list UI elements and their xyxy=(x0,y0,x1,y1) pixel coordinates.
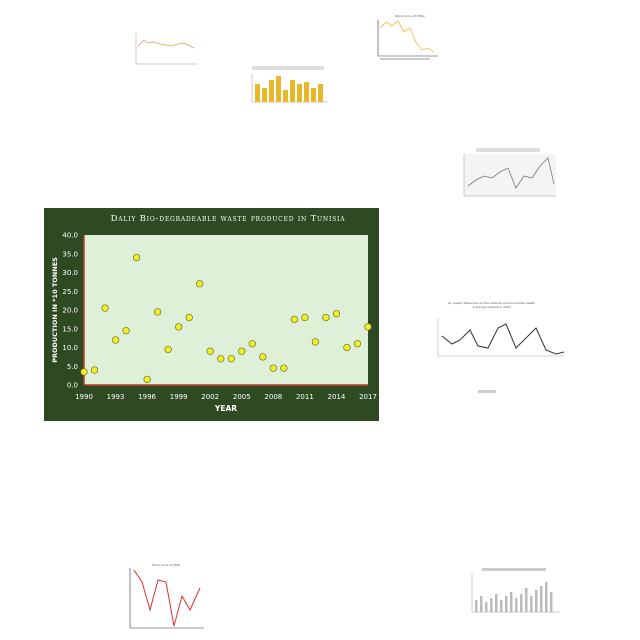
data-point xyxy=(248,340,256,348)
x-tick-label: 1999 xyxy=(170,393,188,401)
data-point xyxy=(280,364,288,372)
thumbnail-celg-chart: Stock price of CELG xyxy=(377,14,438,60)
data-point xyxy=(238,347,246,355)
data-point xyxy=(364,323,372,331)
data-point xyxy=(153,308,162,316)
data-point xyxy=(259,353,267,361)
x-tick-label: 1996 xyxy=(138,393,156,401)
y-tick-label: 25.0 xyxy=(62,288,78,296)
thumbnail-line-chart-1 xyxy=(135,33,198,65)
data-point xyxy=(217,355,225,363)
x-tick-label: 1990 xyxy=(75,393,93,401)
x-axis-label: YEAR xyxy=(214,404,237,413)
data-point xyxy=(132,253,141,262)
x-tick-label: 1993 xyxy=(107,393,125,401)
y-tick-label: 5.0 xyxy=(67,363,78,371)
y-tick-label: 30.0 xyxy=(62,269,78,277)
thumbnail-gray-line-chart xyxy=(463,148,556,197)
data-point xyxy=(353,340,362,348)
data-point xyxy=(196,280,204,288)
chart-title: Daliy Bio-degradeable waste produced in … xyxy=(111,214,346,224)
thumbnail-small-bar-chart xyxy=(471,568,560,613)
y-axis-label: PRODUCTION IN *10 TONNES xyxy=(51,257,59,363)
x-tick-label: 2008 xyxy=(264,393,282,401)
thumbnail-bar-chart xyxy=(251,66,328,103)
x-tick-label: 2014 xyxy=(328,393,346,401)
data-point xyxy=(101,304,109,312)
y-tick-label: 40.0 xyxy=(62,232,78,240)
x-tick-label: 2017 xyxy=(359,393,377,401)
data-point xyxy=(290,315,299,324)
main-scatter-chart: Daliy Bio-degradeable waste produced in … xyxy=(44,208,379,421)
data-point xyxy=(185,313,193,322)
y-tick-label: 10.0 xyxy=(62,344,78,352)
data-point xyxy=(343,343,351,352)
data-point xyxy=(111,336,120,344)
thumbnail-air-quality-chart: Air quality Measures on the national env… xyxy=(437,301,565,393)
y-tick-label: 0.0 xyxy=(67,382,78,390)
data-point xyxy=(322,313,330,322)
x-tick-label: 2002 xyxy=(201,393,219,401)
data-point xyxy=(269,364,277,372)
data-point xyxy=(143,375,151,384)
plot-area xyxy=(84,235,368,385)
data-point xyxy=(164,345,172,354)
data-point xyxy=(332,310,341,318)
data-point xyxy=(175,323,183,331)
y-tick-label: 20.0 xyxy=(62,307,78,315)
y-tick-label: 35.0 xyxy=(62,250,78,258)
data-point xyxy=(90,366,99,374)
thumbnail-title: Stock price of CELG xyxy=(395,14,425,18)
data-point xyxy=(122,326,130,335)
thumbnail-title: Stock price of HOG xyxy=(152,563,181,567)
x-tick-label: 2005 xyxy=(233,393,251,401)
thumbnail-title: Air quality Measures on the national env… xyxy=(448,301,536,309)
data-point xyxy=(80,368,88,376)
data-point xyxy=(227,355,235,363)
data-point xyxy=(301,313,309,322)
thumbnail-hog-chart: Stock price of HOG xyxy=(129,563,204,629)
y-tick-label: 15.0 xyxy=(62,325,78,333)
x-tick-label: 2011 xyxy=(296,393,314,401)
data-point xyxy=(311,338,320,346)
data-point xyxy=(206,347,214,355)
